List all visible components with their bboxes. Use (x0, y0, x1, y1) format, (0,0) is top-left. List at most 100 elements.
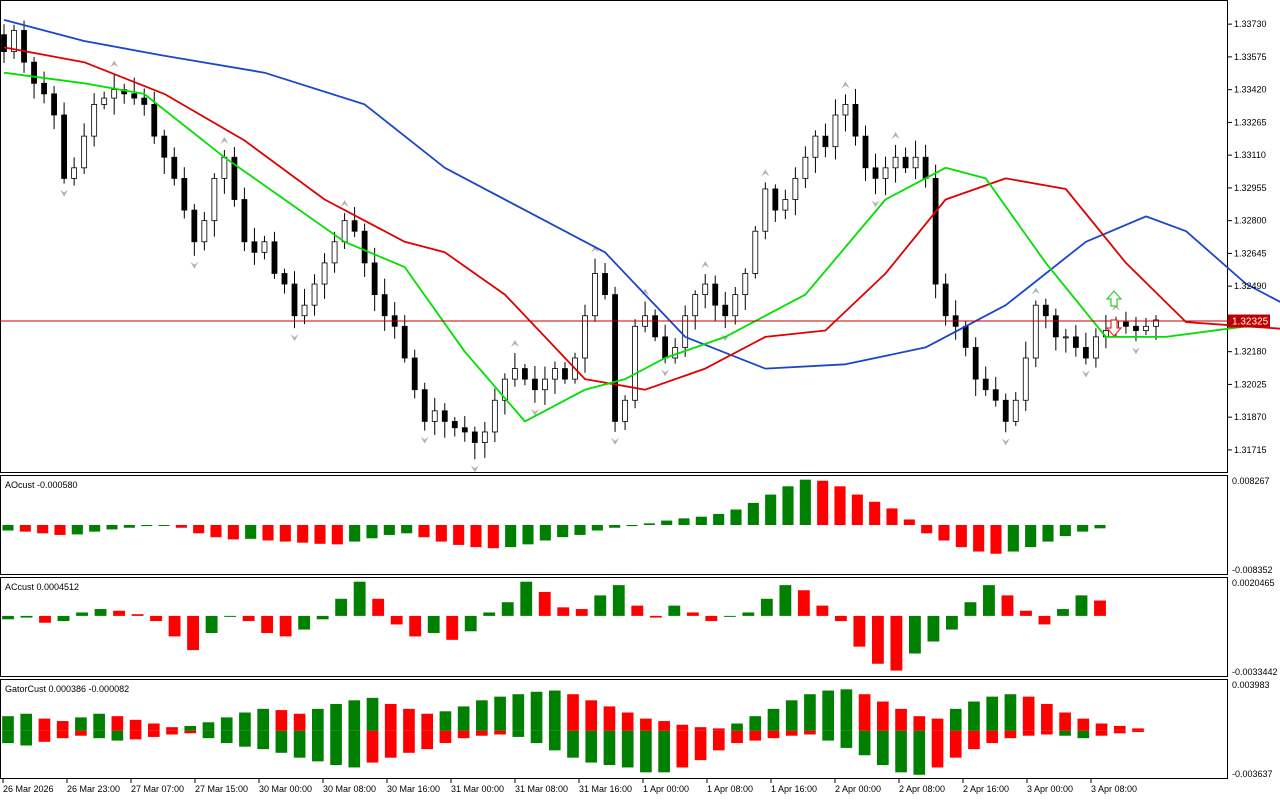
candle-body (371, 262, 378, 296)
gator-upper-bar (75, 717, 87, 731)
fractal-up-icon (701, 261, 710, 269)
candle-body (281, 273, 288, 285)
gator-upper-bar (476, 700, 488, 731)
ao-bar (834, 486, 846, 525)
gator-axis-bottom: -0.003637 (1232, 769, 1273, 779)
price-tick-label: 1.33110 (1234, 150, 1266, 160)
price-axis: 1.33730 1.33575 1.33420 1.33265 1.33110 1.329… (1228, 19, 1267, 455)
ac-bar (335, 598, 348, 616)
ao-bar (1059, 525, 1071, 537)
gator-lower-bar (330, 730, 342, 766)
gator-lower-bar (676, 730, 689, 768)
time-tick-label: 30 Mar 08:00 (323, 784, 376, 794)
gator-lower-bar (312, 730, 324, 762)
candle-body (421, 389, 428, 422)
ac-bar (187, 615, 200, 651)
ao-bar (522, 525, 534, 545)
gator-pane-frame (0, 679, 1228, 779)
ac-pane-frame (0, 577, 1228, 677)
candle-body (592, 273, 598, 317)
price-tick-label: 1.31870 (1234, 412, 1267, 422)
gator-lower-bar (603, 730, 616, 766)
gator-upper-bar (1059, 712, 1071, 731)
candle-body (411, 357, 418, 391)
candle-body (511, 368, 518, 380)
ma-line-red (3, 46, 1280, 391)
ao-bar (817, 480, 829, 525)
ao-bar (453, 525, 465, 545)
ao-bar (314, 525, 326, 544)
candle-body (261, 241, 268, 253)
gator-upper-bar (312, 708, 324, 731)
ao-bar (2, 525, 14, 531)
ac-bar (150, 615, 162, 622)
candle-body (301, 304, 308, 317)
gator-lower-bar (494, 730, 506, 735)
time-axis: 26 Mar 2026 26 Mar 23:00 27 Mar 07:00 27 Ma… (2, 779, 1137, 794)
ao-bar (799, 479, 811, 525)
ac-bar (205, 615, 218, 633)
candle-body (562, 368, 568, 380)
ac-bar (20, 615, 33, 618)
fractal-down-icon (530, 408, 539, 416)
price-tick-label: 1.31715 (1234, 445, 1267, 455)
gator-upper-bar (38, 718, 51, 731)
gator-lower-bar (239, 730, 251, 747)
gator-lower-bar (384, 730, 397, 758)
candle-body (522, 368, 528, 380)
ma-line-blue (3, 19, 1280, 370)
fractal-up-icon (841, 81, 850, 89)
fractal-up-icon (220, 137, 229, 145)
fractal-up-icon (510, 339, 519, 347)
candle-body (892, 156, 899, 169)
candle-body (942, 283, 949, 317)
ac-bar (1038, 615, 1051, 625)
gator-lower-bar (585, 730, 598, 763)
gator-lower-bar (858, 730, 871, 756)
candle-body (211, 177, 218, 222)
ac-bar (927, 615, 940, 642)
ac-axis-top: 0.0020465 (1232, 578, 1275, 588)
time-tick-label: 31 Mar 00:00 (451, 784, 504, 794)
candle-body (451, 420, 458, 429)
candle-body (1052, 315, 1059, 338)
ac-bar (279, 615, 292, 637)
candle-body (11, 30, 17, 53)
gator-pane-label: GatorCust 0.000386 -0.000082 (5, 684, 129, 694)
gator-lower-bar (1095, 730, 1108, 736)
gator-upper-bar (968, 701, 980, 731)
buy-signal-arrow-icon (1105, 290, 1123, 307)
time-tick-label: 2 Apr 00:00 (835, 784, 881, 794)
candle-body (231, 156, 238, 200)
candle-body (662, 336, 669, 359)
gator-upper-bar (986, 696, 999, 731)
ao-bar (955, 525, 967, 548)
time-tick-label: 3 Apr 00:00 (1027, 784, 1073, 794)
ac-bar (834, 615, 847, 622)
candle-body (21, 30, 27, 63)
candle-body (862, 135, 869, 169)
gator-upper-bar (931, 718, 944, 731)
candle-body (712, 283, 719, 306)
time-tick-label: 1 Apr 00:00 (643, 784, 689, 794)
ac-bar (353, 581, 366, 616)
ao-bar (175, 525, 187, 528)
ao-bar (141, 525, 153, 527)
candle-body (1143, 325, 1149, 331)
time-tick-label: 30 Mar 16:00 (387, 784, 440, 794)
gator-lower-bar (184, 730, 197, 734)
fractal-down-icon (661, 369, 670, 377)
gator-upper-bar (640, 718, 652, 731)
gator-lower-bar (931, 730, 944, 768)
gator-upper-bar (949, 708, 962, 731)
ao-bar (89, 525, 101, 532)
time-tick-label: 2 Apr 16:00 (963, 784, 1009, 794)
gator-upper-bar (257, 708, 269, 731)
ac-bar (409, 615, 422, 637)
time-tick-label: 26 Mar 2026 (3, 784, 54, 794)
ao-bar (245, 525, 257, 539)
gator-upper-bar (858, 694, 871, 731)
candle-body (762, 188, 769, 232)
